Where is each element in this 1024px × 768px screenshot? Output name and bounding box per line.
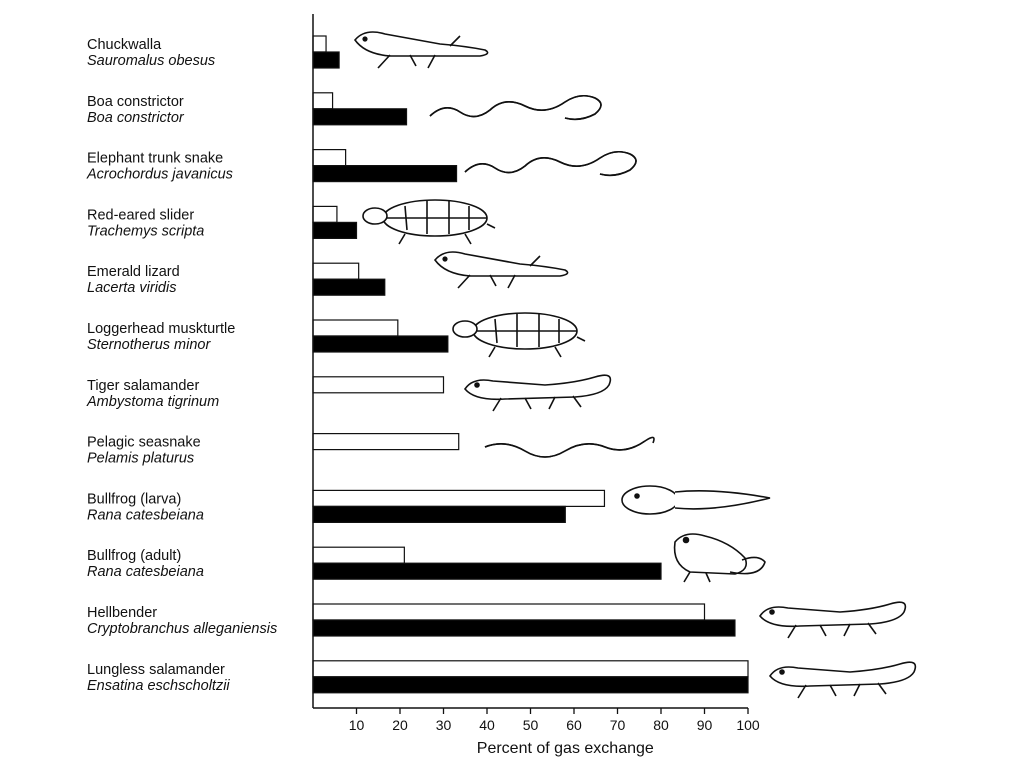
category-label-scientific: Trachemys scripta [87,223,204,239]
bar-filled [312,51,340,69]
x-axis-ticks: 10 20 30 40 50 60 70 80 90 100 [349,708,760,733]
x-tick-label: 30 [436,717,452,733]
bar-open [312,603,706,621]
category-label-scientific: Sauromalus obesus [87,53,215,69]
salamander-icon [464,374,612,412]
bar-open [312,35,327,53]
category-label-scientific: Rana catesbeiana [87,507,204,523]
bars [312,35,749,694]
salamander-icon [769,661,917,699]
bar-open [312,262,360,280]
category-label-scientific: Ensatina eschscholtzii [87,678,230,694]
category-label-common: Chuckwalla [87,37,162,53]
bar-open [312,433,460,451]
bar-filled [312,562,662,580]
snake-icon [464,150,637,177]
bar-open [312,660,749,678]
category-label-common: Lungless salamander [87,662,225,678]
category-label-scientific: Boa constrictor [87,110,185,126]
x-tick-label: 50 [523,717,539,733]
turtle-icon [452,312,586,358]
bar-filled [312,108,408,126]
snake-icon [429,94,602,121]
category-label-common: Emerald lizard [87,264,180,280]
x-tick-label: 10 [349,717,365,733]
bar-open [312,92,334,110]
bar-open [312,149,347,167]
bar-filled [312,221,358,239]
bar-open [312,489,606,507]
category-label-scientific: Lacerta viridis [87,280,176,296]
category-label-common: Bullfrog (larva) [87,491,181,507]
bar-open [312,205,338,223]
bar-filled [312,165,458,183]
category-label-common: Bullfrog (adult) [87,548,181,564]
bar-open [312,376,445,394]
category-label-scientific: Pelamis platurus [87,451,194,467]
bar-open [312,319,399,337]
x-tick-label: 70 [610,717,626,733]
category-label-scientific: Ambystoma tigrinum [86,394,219,410]
x-tick-label: 40 [479,717,495,733]
category-label-common: Red-eared slider [87,207,194,223]
frog-icon [673,533,766,583]
lizard-icon [353,31,489,69]
category-label-common: Hellbender [87,605,157,621]
bar-filled [312,278,386,296]
x-tick-label: 60 [566,717,582,733]
seasnake-icon [484,436,655,458]
category-label-common: Tiger salamander [87,378,199,394]
category-label-common: Elephant trunk snake [87,151,223,167]
lizard-icon [433,251,569,289]
x-tick-label: 100 [736,717,760,733]
bar-filled [312,676,749,694]
category-label-scientific: Rana catesbeiana [87,564,204,580]
category-label-scientific: Sternotherus minor [87,337,211,353]
bar-filled [312,619,736,637]
x-tick-label: 90 [697,717,713,733]
animal-illustrations [353,31,917,699]
x-tick-label: 20 [392,717,408,733]
category-label-common: Loggerhead muskturtle [87,321,235,337]
bar-filled [312,335,449,353]
x-axis-label: Percent of gas exchange [477,740,654,757]
turtle-icon [362,199,496,245]
bar-open [312,546,405,564]
category-label-common: Boa constrictor [87,94,184,110]
x-tick-label: 80 [653,717,669,733]
category-label-scientific: Cryptobranchus alleganiensis [87,621,277,637]
category-label-common: Pelagic seasnake [87,435,201,451]
bar-filled [312,505,566,523]
tadpole-icon [621,485,771,515]
salamander-icon [759,601,907,639]
category-label-scientific: Acrochordus javanicus [86,167,233,183]
